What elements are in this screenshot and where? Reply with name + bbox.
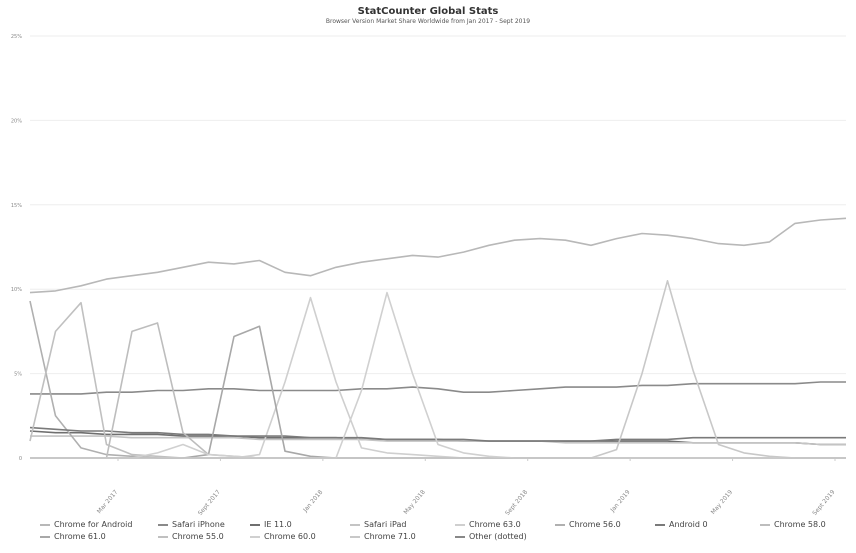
series-line-android-0[interactable]: [29, 426, 846, 442]
legend-swatch: [555, 523, 565, 526]
x-tick-label: Sept 2018: [504, 489, 529, 517]
x-tick-label: May 2019: [710, 489, 734, 516]
legend-item[interactable]: Chrome 61.0: [40, 532, 106, 541]
legend-label: Android 0: [669, 520, 708, 529]
series-line-safari-iphone[interactable]: [30, 381, 846, 395]
legend-label: Safari iPad: [364, 520, 407, 529]
legend-label: Chrome for Android: [54, 520, 133, 529]
legend-item[interactable]: Safari iPhone: [158, 520, 225, 529]
y-tick-label: 25%: [11, 34, 22, 40]
legend-swatch: [40, 523, 50, 526]
series-line-chrome-for-android[interactable]: [29, 217, 847, 294]
x-tick-label: Sept 2017: [197, 489, 222, 517]
legend-item[interactable]: Chrome 60.0: [250, 532, 316, 541]
legend-swatch: [40, 535, 50, 538]
series-line-chrome-60-0[interactable]: [30, 291, 846, 459]
legend-swatch: [350, 523, 360, 526]
legend-label: Chrome 58.0: [774, 520, 826, 529]
y-tick-label: 15%: [11, 203, 22, 209]
legend-label: Chrome 55.0: [172, 532, 224, 541]
legend-swatch: [455, 535, 465, 538]
y-tick-label: 0: [19, 456, 22, 462]
legend-swatch: [350, 535, 360, 538]
legend-swatch: [250, 523, 260, 526]
legend-label: IE 11.0: [264, 520, 292, 529]
legend-label: Chrome 61.0: [54, 532, 106, 541]
legend-item[interactable]: Chrome 71.0: [350, 532, 416, 541]
legend-item[interactable]: Chrome for Android: [40, 520, 132, 529]
legend-item[interactable]: Chrome 63.0: [455, 520, 521, 529]
x-tick-label: Jan 2018: [301, 489, 324, 515]
chart-title: StatCounter Global Stats: [357, 6, 499, 17]
series-line-chrome-71-0[interactable]: [30, 279, 846, 459]
legend-item[interactable]: Safari iPad: [350, 520, 406, 529]
legend-label: Other (dotted): [469, 532, 527, 541]
y-tick-label: 20%: [11, 118, 22, 124]
x-tick-label: Sept 2019: [811, 489, 836, 517]
legend-item[interactable]: Android 0: [655, 520, 708, 529]
y-tick-label: 5%: [14, 372, 22, 378]
grid-layer: [30, 35, 846, 459]
legend-label: Chrome 56.0: [569, 520, 621, 529]
legend-item[interactable]: Chrome 58.0: [760, 520, 826, 529]
legend-swatch: [158, 523, 168, 526]
legend-item[interactable]: Other (dotted): [455, 532, 527, 541]
legend-label: Chrome 71.0: [364, 532, 416, 541]
legend-item[interactable]: Chrome 55.0: [158, 532, 224, 541]
y-tick-label: 10%: [11, 287, 22, 293]
legend-swatch: [760, 523, 770, 526]
x-tick-label: May 2018: [402, 489, 426, 516]
legend-label: Chrome 63.0: [469, 520, 521, 529]
series-line-safari-ipad[interactable]: [30, 435, 846, 446]
legend-item[interactable]: Chrome 56.0: [555, 520, 621, 529]
legend-swatch: [158, 535, 168, 538]
series-layer: [29, 217, 847, 459]
legend-swatch: [455, 523, 465, 526]
chart-subtitle: Browser Version Market Share Worldwide f…: [325, 18, 531, 25]
legend-label: Safari iPhone: [172, 520, 225, 529]
x-tick-label: Mar 2017: [96, 489, 120, 515]
legend-label: Chrome 60.0: [264, 532, 316, 541]
x-tick-label: Jan 2019: [609, 489, 632, 515]
legend-item[interactable]: IE 11.0: [250, 520, 292, 529]
legend-swatch: [250, 535, 260, 538]
legend-swatch: [655, 523, 665, 526]
